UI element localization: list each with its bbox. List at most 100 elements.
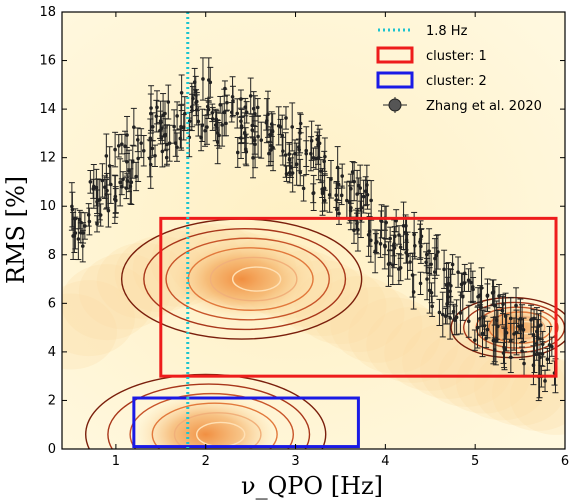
data-point <box>115 134 122 158</box>
point-marker <box>443 314 448 318</box>
point-marker <box>315 137 319 142</box>
point-marker <box>514 303 518 308</box>
data-point <box>310 183 317 204</box>
point-marker <box>466 319 471 324</box>
data-point <box>385 241 392 287</box>
data-point <box>213 111 220 131</box>
data-point <box>160 93 167 138</box>
legend-item: cluster: 1 <box>376 46 487 64</box>
data-point <box>295 138 302 156</box>
point-marker <box>482 324 487 328</box>
x-axis-title: ν_QPO [Hz] <box>241 472 383 500</box>
density-cell <box>366 306 459 383</box>
legend-item: 1.8 Hz <box>378 24 468 39</box>
point-marker <box>531 333 536 337</box>
data-point <box>496 283 503 308</box>
data-point <box>103 133 110 179</box>
data-point <box>429 295 436 317</box>
point-marker <box>155 105 159 110</box>
point-marker <box>359 206 364 210</box>
point-marker <box>365 192 370 197</box>
point-marker <box>336 182 341 187</box>
point-marker <box>320 190 325 194</box>
point-marker <box>442 267 446 272</box>
point-marker <box>95 222 99 226</box>
data-point <box>238 108 245 144</box>
point-marker <box>253 142 257 147</box>
point-marker <box>255 105 260 110</box>
data-point <box>481 315 488 337</box>
point-marker <box>322 198 327 203</box>
point-marker <box>141 148 146 153</box>
point-marker <box>243 105 248 109</box>
point-marker <box>222 110 227 115</box>
data-point <box>286 162 293 184</box>
point-marker <box>352 228 356 233</box>
point-marker <box>386 262 391 266</box>
point-marker <box>134 174 138 179</box>
point-marker <box>538 355 542 360</box>
point-marker <box>440 312 445 317</box>
point-marker <box>339 193 344 198</box>
point-marker <box>128 184 133 189</box>
data-point <box>158 115 165 141</box>
point-marker <box>210 117 215 121</box>
point-marker <box>520 349 524 353</box>
data-point <box>243 137 250 167</box>
point-marker <box>367 229 372 234</box>
point-marker <box>398 245 403 250</box>
point-marker <box>120 142 124 146</box>
point-marker <box>203 128 207 133</box>
data-point <box>308 120 315 161</box>
data-point <box>205 57 212 103</box>
point-marker <box>166 100 171 104</box>
y-tick-label: 0 <box>48 442 56 457</box>
data-point <box>199 57 206 101</box>
data-point <box>122 130 129 162</box>
point-marker <box>392 246 397 250</box>
data-point <box>423 251 430 274</box>
point-marker <box>154 114 159 118</box>
point-marker <box>304 148 309 153</box>
point-marker <box>520 324 524 328</box>
data-point <box>513 309 520 356</box>
data-point <box>250 137 257 179</box>
data-point <box>363 164 370 206</box>
contour-ring <box>107 383 311 449</box>
y-tick-label: 10 <box>39 199 56 214</box>
data-point <box>258 121 265 159</box>
cluster-box <box>132 396 360 449</box>
point-marker <box>404 250 408 255</box>
point-marker <box>251 156 255 160</box>
point-marker <box>80 244 85 248</box>
density-cell <box>384 314 477 391</box>
data-point <box>439 291 446 338</box>
data-point <box>153 90 160 125</box>
point-marker <box>383 244 387 249</box>
data-point <box>366 216 373 247</box>
data-point <box>207 66 214 98</box>
point-marker <box>206 78 211 82</box>
plot-frame <box>61 11 566 450</box>
point-marker <box>267 151 271 156</box>
point-marker <box>418 281 423 286</box>
data-point <box>270 124 277 172</box>
point-marker <box>148 156 152 161</box>
point-marker <box>72 234 77 238</box>
point-marker <box>100 178 105 183</box>
data-point <box>300 175 307 202</box>
point-marker <box>264 120 269 125</box>
point-marker <box>160 149 165 154</box>
legend-label: cluster: 2 <box>426 74 487 89</box>
y-tick-label: 12 <box>39 151 56 166</box>
point-marker <box>394 218 398 223</box>
point-marker <box>335 207 339 212</box>
point-marker <box>239 97 243 101</box>
point-marker <box>309 151 313 156</box>
point-marker <box>205 125 209 129</box>
point-marker <box>159 126 164 131</box>
point-marker <box>508 316 513 321</box>
data-point <box>104 172 111 209</box>
